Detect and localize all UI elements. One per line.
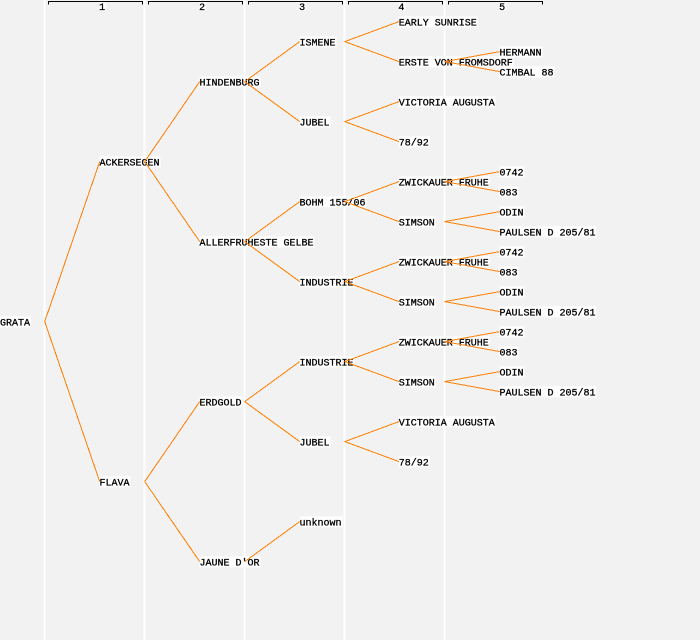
svg-text:0742: 0742 (500, 249, 524, 260)
svg-text:1: 1 (99, 3, 105, 14)
svg-text:VICTORIA AUGUSTA: VICTORIA AUGUSTA (399, 419, 495, 430)
svg-text:HERMANN: HERMANN (500, 49, 542, 60)
svg-text:INDUSTRIE: INDUSTRIE (300, 279, 354, 290)
svg-text:ODIN: ODIN (500, 369, 524, 380)
svg-text:3: 3 (299, 3, 305, 14)
svg-text:5: 5 (499, 3, 505, 14)
svg-text:PAULSEN D 205/81: PAULSEN D 205/81 (500, 388, 596, 400)
svg-text:083: 083 (500, 349, 518, 360)
svg-text:ODIN: ODIN (500, 289, 524, 300)
svg-text:SIMSON: SIMSON (399, 379, 435, 390)
svg-text:PAULSEN D 205/81: PAULSEN D 205/81 (500, 308, 596, 320)
svg-text:unknown: unknown (300, 518, 342, 530)
svg-text:ERDGOLD: ERDGOLD (200, 399, 242, 410)
svg-text:2: 2 (199, 3, 205, 14)
svg-text:ALLERFRUHESTE GELBE: ALLERFRUHESTE GELBE (200, 239, 314, 250)
svg-text:HINDENBURG: HINDENBURG (200, 79, 260, 90)
svg-text:SIMSON: SIMSON (399, 219, 435, 230)
svg-text:78/92: 78/92 (399, 458, 429, 470)
svg-text:ISMENE: ISMENE (300, 39, 336, 50)
svg-text:VICTORIA AUGUSTA: VICTORIA AUGUSTA (399, 99, 495, 110)
svg-text:CIMBAL 88: CIMBAL 88 (500, 69, 554, 80)
svg-text:78/92: 78/92 (399, 138, 429, 150)
svg-text:ODIN: ODIN (500, 209, 524, 220)
svg-text:PAULSEN D 205/81: PAULSEN D 205/81 (500, 228, 596, 240)
svg-text:ACKERSEGEN: ACKERSEGEN (100, 159, 160, 170)
svg-text:0742: 0742 (500, 169, 524, 180)
svg-text:083: 083 (500, 269, 518, 280)
svg-text:FLAVA: FLAVA (100, 479, 130, 490)
svg-text:JAUNE D'OR: JAUNE D'OR (200, 558, 260, 570)
svg-text:GRATA: GRATA (0, 319, 30, 330)
svg-text:083: 083 (500, 189, 518, 200)
svg-text:4: 4 (398, 3, 404, 14)
svg-text:JUBEL: JUBEL (300, 439, 330, 450)
svg-text:INDUSTRIE: INDUSTRIE (300, 359, 354, 370)
svg-text:0742: 0742 (500, 329, 524, 340)
svg-text:SIMSON: SIMSON (399, 299, 435, 310)
svg-text:ZWICKAUER FRUHE: ZWICKAUER FRUHE (399, 339, 489, 350)
svg-text:BOHM 155/06: BOHM 155/06 (300, 198, 366, 210)
svg-text:ZWICKAUER FRUHE: ZWICKAUER FRUHE (399, 259, 489, 270)
svg-text:JUBEL: JUBEL (300, 119, 330, 130)
svg-text:ZWICKAUER FRUHE: ZWICKAUER FRUHE (399, 179, 489, 190)
svg-text:EARLY SUNRISE: EARLY SUNRISE (399, 19, 477, 30)
